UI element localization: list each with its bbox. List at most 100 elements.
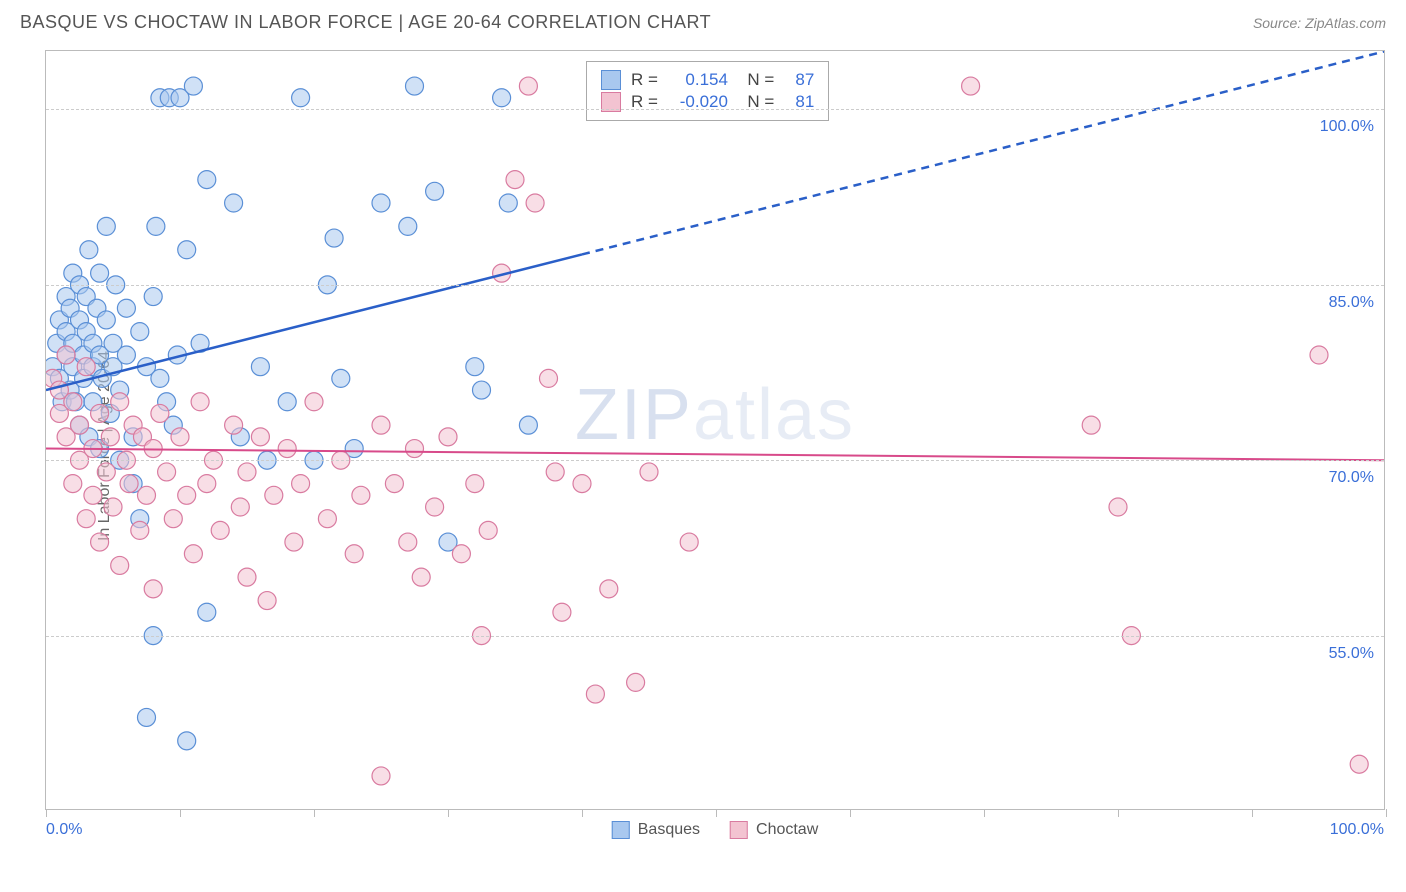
data-point — [406, 77, 424, 95]
data-point — [131, 521, 149, 539]
data-point — [1082, 416, 1100, 434]
grid-line — [46, 636, 1384, 637]
x-tick — [850, 809, 851, 817]
data-point — [499, 194, 517, 212]
data-point — [198, 475, 216, 493]
data-point — [101, 428, 119, 446]
data-point — [493, 89, 511, 107]
data-point — [278, 440, 296, 458]
data-point — [399, 533, 417, 551]
data-point — [426, 498, 444, 516]
data-point — [265, 486, 283, 504]
data-point — [1350, 755, 1368, 773]
data-point — [251, 358, 269, 376]
x-tick — [1386, 809, 1387, 817]
data-point — [120, 475, 138, 493]
data-point — [171, 428, 189, 446]
x-tick — [448, 809, 449, 817]
data-point — [225, 194, 243, 212]
data-point — [184, 77, 202, 95]
data-point — [466, 475, 484, 493]
data-point — [77, 510, 95, 528]
x-tick — [716, 809, 717, 817]
data-point — [144, 580, 162, 598]
data-point — [600, 580, 618, 598]
data-point — [519, 416, 537, 434]
data-point — [318, 510, 336, 528]
data-point — [640, 463, 658, 481]
data-point — [332, 369, 350, 387]
regression-line — [46, 254, 582, 390]
data-point — [452, 545, 470, 563]
data-point — [91, 264, 109, 282]
data-point — [91, 533, 109, 551]
data-point — [573, 475, 591, 493]
data-point — [962, 77, 980, 95]
x-tick — [1252, 809, 1253, 817]
data-point — [198, 603, 216, 621]
data-point — [211, 521, 229, 539]
data-point — [285, 533, 303, 551]
data-point — [71, 416, 89, 434]
data-point — [91, 404, 109, 422]
data-point — [352, 486, 370, 504]
data-point — [138, 486, 156, 504]
data-point — [191, 393, 209, 411]
data-point — [680, 533, 698, 551]
regression-line — [46, 449, 1384, 461]
data-point — [278, 393, 296, 411]
chart-title: BASQUE VS CHOCTAW IN LABOR FORCE | AGE 2… — [20, 12, 711, 33]
data-point — [225, 416, 243, 434]
x-tick — [314, 809, 315, 817]
x-max-label: 100.0% — [1330, 821, 1384, 839]
data-point — [64, 475, 82, 493]
data-point — [64, 393, 82, 411]
grid-line — [46, 460, 1384, 461]
y-tick-label: 85.0% — [1329, 294, 1374, 312]
y-tick-label: 70.0% — [1329, 469, 1374, 487]
data-point — [144, 288, 162, 306]
data-point — [325, 229, 343, 247]
data-point — [80, 241, 98, 259]
data-point — [519, 77, 537, 95]
data-point — [466, 358, 484, 376]
x-tick — [984, 809, 985, 817]
data-point — [97, 463, 115, 481]
data-point — [292, 89, 310, 107]
data-point — [178, 241, 196, 259]
data-point — [151, 404, 169, 422]
data-point — [158, 463, 176, 481]
data-point — [385, 475, 403, 493]
data-point — [57, 346, 75, 364]
data-point — [479, 521, 497, 539]
data-point — [305, 393, 323, 411]
data-point — [151, 369, 169, 387]
source-label: Source: ZipAtlas.com — [1253, 15, 1386, 31]
data-point — [117, 299, 135, 317]
data-point — [292, 475, 310, 493]
data-point — [526, 194, 544, 212]
data-point — [439, 428, 457, 446]
data-point — [77, 358, 95, 376]
data-point — [131, 323, 149, 341]
data-point — [111, 556, 129, 574]
data-point — [111, 393, 129, 411]
data-point — [412, 568, 430, 586]
data-point — [238, 463, 256, 481]
data-point — [238, 568, 256, 586]
data-point — [147, 217, 165, 235]
plot-svg — [46, 51, 1384, 809]
x-tick — [46, 809, 47, 817]
stats-r-label: R = — [631, 70, 658, 90]
data-point — [546, 463, 564, 481]
grid-line — [46, 109, 1384, 110]
data-point — [540, 369, 558, 387]
y-tick-label: 55.0% — [1329, 645, 1374, 663]
data-point — [198, 171, 216, 189]
data-point — [372, 767, 390, 785]
data-point — [553, 603, 571, 621]
data-point — [345, 545, 363, 563]
data-point — [97, 311, 115, 329]
data-point — [231, 498, 249, 516]
data-point — [117, 346, 135, 364]
